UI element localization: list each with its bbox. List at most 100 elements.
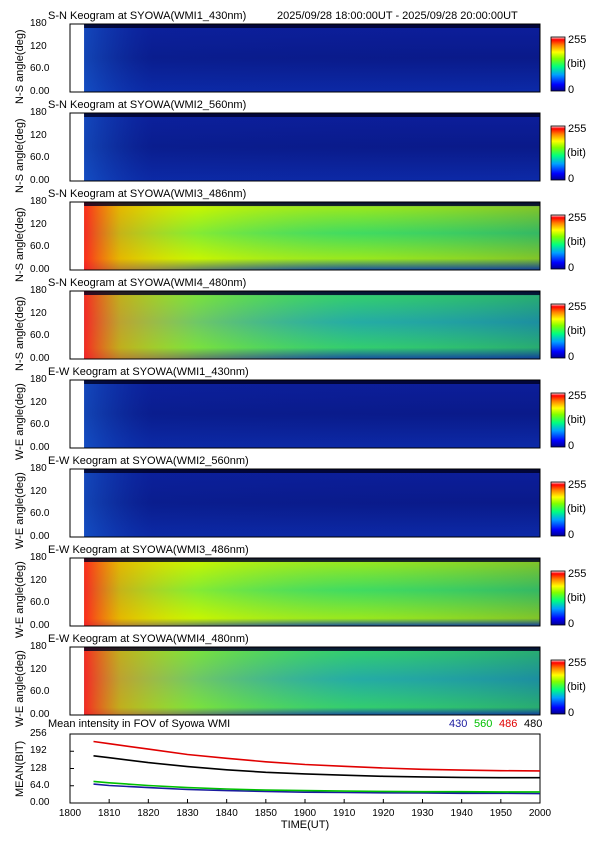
plot-border [69, 557, 541, 627]
plot-border [69, 379, 541, 449]
panel-title: E-W Keogram at SYOWA(WMI2_560nm) [48, 455, 249, 467]
x-tick-label: 2000 [528, 808, 552, 819]
heatmap-top-edge [84, 24, 540, 28]
colorbar-min-label: 0 [568, 529, 575, 541]
y-tick-label: 180 [30, 374, 47, 385]
x-tick-label: 1800 [58, 808, 82, 819]
colorbar-min-label: 0 [568, 173, 575, 185]
panel-title: S-N Keogram at SYOWA(WMI2_560nm) [48, 99, 247, 111]
colorbar-unit-label: (bit) [567, 681, 586, 693]
panel-title: S-N Keogram at SYOWA(WMI4_480nm) [48, 277, 247, 289]
x-tick-label: 1930 [411, 808, 434, 819]
colorbar-min-label: 0 [568, 707, 575, 719]
heatmap-top-edge [84, 469, 540, 473]
colorbar-unit-label: (bit) [567, 414, 586, 426]
line-chart-title: Mean intensity in FOV of Syowa WMI [48, 718, 231, 730]
colorbar-unit-label: (bit) [567, 325, 586, 337]
y-tick-label: 256 [30, 728, 47, 739]
legend-entry-486: 486 [499, 718, 518, 730]
y-tick-label: 120 [30, 574, 47, 586]
y-tick-label: 180 [30, 107, 47, 118]
colorbar [550, 659, 566, 715]
y-tick-label: 60.0 [30, 241, 50, 253]
panel-title: S-N Keogram at SYOWA(WMI3_486nm) [48, 188, 247, 200]
legend-entry-560: 560 [474, 718, 493, 730]
y-tick-label: 64.0 [30, 779, 50, 791]
colorbar-min-label: 0 [568, 84, 575, 96]
legend-entry-480: 480 [524, 718, 543, 730]
panel-title: S-N Keogram at SYOWA(WMI1_430nm) [48, 10, 247, 22]
x-tick-label: 1940 [450, 808, 473, 819]
legend-entry-430: 430 [449, 718, 468, 730]
x-tick-label: 1810 [98, 808, 121, 819]
plot-border [69, 468, 541, 538]
colorbar-unit-label: (bit) [567, 592, 586, 604]
heatmap-dawn-overlay [84, 113, 540, 181]
series-line-560 [93, 780, 540, 793]
heatmap-dawn-overlay [84, 291, 540, 359]
y-tick-label: 120 [30, 663, 47, 675]
y-tick-label: 60.0 [30, 686, 50, 698]
y-tick-label: 0.00 [30, 531, 50, 542]
panel-title: E-W Keogram at SYOWA(WMI3_486nm) [48, 544, 249, 556]
heatmap-top-edge [84, 291, 540, 295]
y-tick-label: 120 [30, 307, 47, 319]
colorbar-max-label: 255 [568, 568, 587, 580]
panel-title: E-W Keogram at SYOWA(WMI4_480nm) [48, 633, 249, 645]
colorbar-max-label: 255 [568, 212, 587, 224]
colorbar [550, 214, 566, 270]
y-tick-label: 120 [30, 218, 47, 230]
y-axis-label: N-S angle(deg) [14, 29, 26, 104]
x-tick-label: 1840 [215, 808, 238, 819]
y-axis-label: W-E angle(deg) [14, 650, 26, 727]
y-axis-label: W-E angle(deg) [14, 383, 26, 460]
y-tick-label: 180 [30, 285, 47, 296]
colorbar-max-label: 255 [568, 479, 587, 491]
colorbar-min-label: 0 [568, 262, 575, 274]
colorbar-max-label: 255 [568, 390, 587, 402]
x-tick-label: 1910 [333, 808, 356, 819]
series-line-486 [93, 740, 541, 772]
y-tick-label: 0.00 [30, 709, 50, 720]
y-tick-label: 0.00 [30, 353, 50, 364]
y-axis-label: N-S angle(deg) [14, 207, 26, 282]
plot-border [69, 112, 541, 182]
y-tick-label: 192 [30, 745, 47, 757]
series-line-480 [93, 755, 540, 779]
y-tick-label: 0.00 [30, 442, 50, 453]
heatmap-top-edge [84, 113, 540, 117]
x-tick-label: 1900 [293, 808, 317, 819]
colorbar-unit-label: (bit) [567, 236, 586, 248]
plot-border [69, 646, 541, 716]
colorbar-min-label: 0 [568, 351, 575, 363]
y-tick-label: 180 [30, 552, 47, 563]
heatmap-dawn-overlay [84, 380, 540, 448]
colorbar-unit-label: (bit) [567, 503, 586, 515]
x-axis-label: TIME(UT) [280, 819, 330, 831]
colorbar-min-label: 0 [568, 618, 575, 630]
colorbar [550, 481, 566, 537]
plot-border [69, 290, 541, 360]
y-axis-label: MEAN(BIT) [14, 740, 26, 797]
colorbar-max-label: 255 [568, 301, 587, 313]
x-tick-label: 1820 [137, 808, 160, 819]
colorbar [550, 303, 566, 359]
colorbar-max-label: 255 [568, 34, 587, 46]
colorbar-max-label: 255 [568, 657, 587, 669]
y-axis-label: W-E angle(deg) [14, 561, 26, 638]
y-tick-label: 180 [30, 18, 47, 29]
x-tick-label: 1830 [176, 808, 199, 819]
y-tick-label: 120 [30, 485, 47, 497]
heatmap-top-edge [84, 202, 540, 206]
y-tick-label: 120 [30, 396, 47, 408]
heatmap-dawn-overlay [84, 647, 540, 715]
series-line-430 [93, 783, 541, 795]
colorbar-min-label: 0 [568, 440, 575, 452]
y-tick-label: 128 [30, 762, 47, 774]
y-axis-label: W-E angle(deg) [14, 472, 26, 549]
y-tick-label: 60.0 [30, 330, 50, 342]
y-tick-label: 60.0 [30, 508, 50, 520]
x-tick-label: 1850 [254, 808, 277, 819]
colorbar-max-label: 255 [568, 123, 587, 135]
